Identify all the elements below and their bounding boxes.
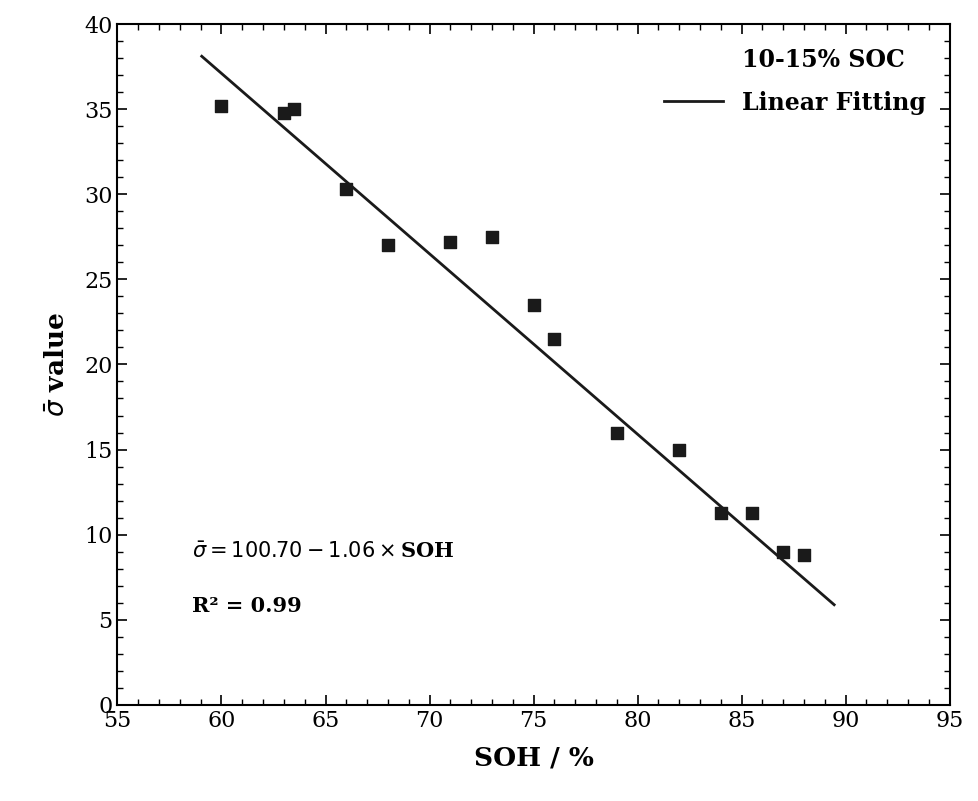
Point: [608, 426, 624, 439]
Point: [287, 103, 302, 115]
Text: R² = 0.99: R² = 0.99: [192, 596, 302, 616]
Point: [379, 239, 395, 252]
Y-axis label: $\bar{\sigma}$ value: $\bar{\sigma}$ value: [45, 312, 70, 417]
Point: [484, 231, 500, 244]
Point: [546, 332, 561, 345]
Text: $\bar{\sigma}$$=100.70-1.06\times$SOH: $\bar{\sigma}$$=100.70-1.06\times$SOH: [192, 541, 454, 562]
Point: [442, 235, 458, 248]
Point: [525, 299, 541, 312]
Point: [338, 183, 354, 195]
Point: [795, 549, 811, 562]
Point: [671, 443, 687, 456]
Point: [743, 506, 759, 519]
Point: [213, 99, 229, 112]
Legend: 10-15% SOC, Linear Fitting: 10-15% SOC, Linear Fitting: [651, 36, 937, 127]
Point: [712, 506, 728, 519]
Point: [775, 545, 790, 558]
X-axis label: SOH / %: SOH / %: [473, 746, 593, 771]
Point: [276, 106, 291, 119]
